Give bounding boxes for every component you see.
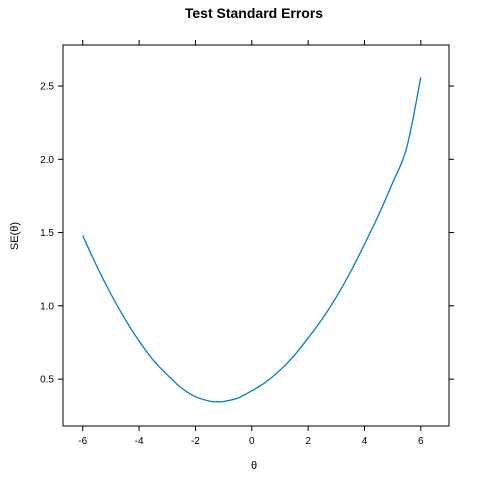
y-tick-label: 2.5 — [40, 82, 54, 93]
x-tick-label: 0 — [249, 436, 255, 447]
x-tick-label: 4 — [362, 436, 368, 447]
axis-tick-labels: -6 -4 -2 0 2 4 6 0.5 1.0 1.5 2.0 2.5 — [40, 82, 424, 447]
x-axis-label: θ — [251, 460, 257, 472]
x-tick-label: 6 — [418, 436, 424, 447]
x-tick-label: 2 — [305, 436, 311, 447]
y-tick-label: 2.0 — [40, 155, 54, 166]
x-tick-label: -6 — [78, 436, 87, 447]
x-tick-label: -4 — [135, 436, 144, 447]
plot-frame — [62, 44, 450, 427]
y-tick-label: 0.5 — [40, 375, 54, 386]
chart-title: Test Standard Errors — [185, 5, 323, 21]
y-axis-label: SE(θ) — [9, 222, 21, 250]
x-tick-label: -2 — [191, 436, 200, 447]
y-tick-label: 1.5 — [40, 228, 54, 239]
axis-ticks — [58, 40, 454, 431]
series-line-test-standard-error — [82, 77, 422, 403]
y-tick-label: 1.0 — [40, 301, 54, 312]
